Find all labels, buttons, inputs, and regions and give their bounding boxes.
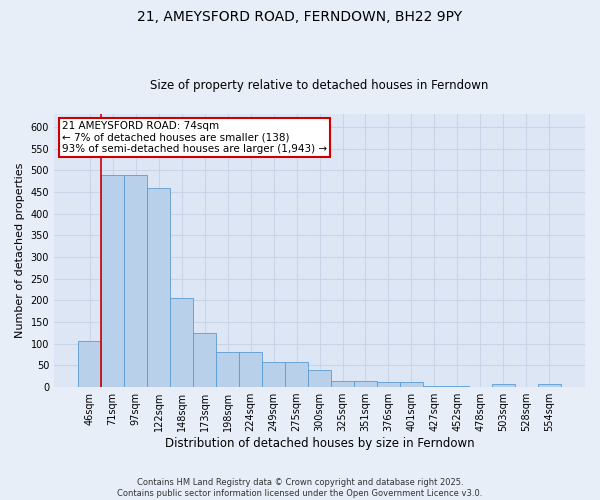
Bar [400, 382, 423, 387]
Bar [308, 370, 331, 387]
Text: 21, AMEYSFORD ROAD, FERNDOWN, BH22 9PY: 21, AMEYSFORD ROAD, FERNDOWN, BH22 9PY [137, 10, 463, 24]
Bar [239, 352, 262, 387]
Text: 21 AMEYSFORD ROAD: 74sqm
← 7% of detached houses are smaller (138)
93% of semi-d: 21 AMEYSFORD ROAD: 74sqm ← 7% of detache… [62, 121, 327, 154]
Bar [331, 381, 354, 387]
Bar [147, 188, 170, 387]
Bar [101, 174, 124, 387]
Bar [423, 386, 446, 387]
Bar [262, 362, 285, 387]
Bar [354, 381, 377, 387]
Bar [285, 362, 308, 387]
Title: Size of property relative to detached houses in Ferndown: Size of property relative to detached ho… [151, 79, 489, 92]
Bar [78, 341, 101, 387]
X-axis label: Distribution of detached houses by size in Ferndown: Distribution of detached houses by size … [165, 437, 475, 450]
Bar [492, 384, 515, 387]
Bar [377, 382, 400, 387]
Bar [170, 298, 193, 387]
Y-axis label: Number of detached properties: Number of detached properties [15, 163, 25, 338]
Text: Contains HM Land Registry data © Crown copyright and database right 2025.
Contai: Contains HM Land Registry data © Crown c… [118, 478, 482, 498]
Bar [216, 352, 239, 387]
Bar [538, 384, 561, 387]
Bar [124, 174, 147, 387]
Bar [446, 386, 469, 387]
Bar [193, 334, 216, 387]
